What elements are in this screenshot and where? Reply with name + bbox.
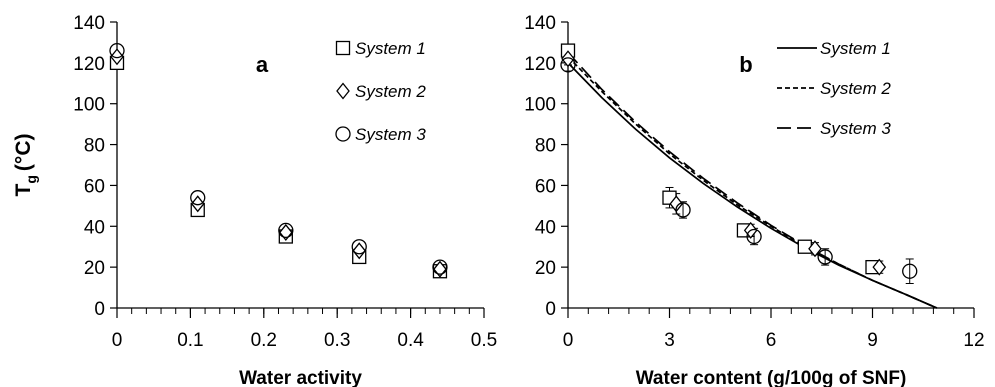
panel-letter: b: [739, 52, 752, 77]
data-point: [109, 42, 125, 59]
data-point: [808, 240, 822, 258]
y-tick-label: 0: [94, 299, 105, 320]
x-tick-label: 6: [766, 330, 777, 351]
y-tick-label: 0: [545, 299, 556, 320]
legend-label: System 3: [820, 119, 891, 138]
data-point: [110, 48, 124, 66]
data-point: [352, 242, 367, 260]
data-point: [746, 228, 762, 245]
y-tick-label: 140: [73, 13, 105, 34]
panel-letter: a: [256, 52, 269, 77]
y-tick-label: 40: [84, 217, 105, 238]
legend: System 1 System 2 System 3: [777, 39, 891, 138]
legend-label: System 3: [355, 125, 426, 144]
x-tick-label: 0.5: [471, 330, 497, 351]
data-point: [902, 263, 918, 279]
x-axis-title: Water activity: [239, 368, 362, 387]
data-point: [817, 249, 833, 265]
data-point: [797, 239, 812, 254]
data-point: [190, 195, 205, 213]
x-tick-label: 9: [867, 330, 878, 351]
model-curve: [567, 52, 938, 309]
data-point: [278, 222, 294, 239]
legend-label: System 2: [355, 82, 426, 101]
y-tick-label: 140: [524, 13, 556, 34]
x-tick-label: 0.3: [324, 330, 350, 351]
data-point: [190, 190, 206, 206]
legend-label: System 1: [820, 39, 891, 58]
x-tick-label: 0: [112, 330, 123, 351]
x-tick-label: 3: [664, 330, 675, 351]
legend: System 1 System 2 System 3: [335, 39, 426, 144]
y-tick-label: 100: [524, 95, 556, 116]
y-tick-label: 20: [84, 258, 105, 279]
data-point: [675, 202, 691, 218]
x-tick-label: 0.4: [397, 330, 424, 351]
legend-label: System 2: [820, 79, 891, 98]
x-tick-label: 0.1: [177, 330, 203, 351]
y-axis-title: Tg (°C): [12, 134, 39, 197]
x-tick-label: 12: [963, 330, 984, 351]
legend-marker: [335, 40, 351, 56]
panel-a: 0 0.1 0.2 0.3 0.4 0.5 0 20 40 60 80 100 120 140 Water …: [12, 13, 497, 387]
legend-label: System 1: [355, 39, 426, 58]
y-tick-label: 60: [84, 176, 105, 197]
x-tick-label: 0: [563, 330, 574, 351]
y-tick-label: 20: [535, 258, 556, 279]
y-tick-label: 120: [73, 54, 105, 75]
y-tick-label: 100: [73, 95, 105, 116]
legend-marker: [336, 82, 350, 100]
legend-marker: [335, 126, 351, 142]
y-tick-label: 80: [535, 136, 556, 157]
y-axis-title-subscript: g: [23, 175, 39, 184]
data-point: [351, 239, 367, 255]
y-tick-label: 40: [535, 217, 556, 238]
y-axis-title-unit: (°C): [12, 134, 35, 172]
y-tick-label: 120: [524, 54, 556, 75]
y-axis-title-main: T: [12, 183, 35, 196]
data-point: [560, 57, 576, 73]
data-point: [432, 259, 448, 275]
x-axis-title: Water content (g/100g of SNF): [636, 368, 907, 387]
y-tick-label: 60: [535, 176, 556, 197]
data-point: [561, 50, 575, 68]
y-tick-label: 80: [84, 136, 105, 157]
data-point: [872, 258, 887, 276]
x-tick-label: 0.2: [251, 330, 277, 351]
